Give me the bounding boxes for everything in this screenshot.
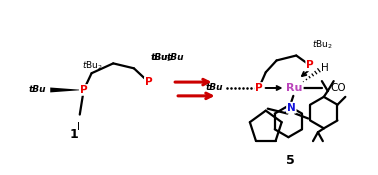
Text: P: P bbox=[80, 85, 88, 95]
Text: $t$Bu$_2$: $t$Bu$_2$ bbox=[312, 38, 333, 51]
Text: $t$Bu$_2$: $t$Bu$_2$ bbox=[150, 52, 172, 64]
Text: 5: 5 bbox=[286, 154, 295, 167]
Text: P: P bbox=[145, 77, 152, 87]
Text: CO: CO bbox=[331, 83, 346, 93]
Text: I: I bbox=[77, 122, 80, 132]
Text: tBu: tBu bbox=[206, 83, 223, 93]
Polygon shape bbox=[50, 88, 84, 92]
Text: Ru: Ru bbox=[286, 83, 302, 93]
Text: tBu: tBu bbox=[166, 53, 184, 62]
Text: $t$Bu$_2$: $t$Bu$_2$ bbox=[82, 60, 103, 72]
Text: H: H bbox=[321, 63, 328, 73]
Text: P: P bbox=[306, 60, 314, 70]
Text: 1: 1 bbox=[70, 128, 78, 141]
Text: :: : bbox=[283, 107, 285, 113]
Text: N: N bbox=[287, 103, 296, 113]
Text: tBu: tBu bbox=[29, 85, 46, 94]
Text: P: P bbox=[255, 83, 263, 93]
Text: tBu: tBu bbox=[150, 53, 168, 62]
